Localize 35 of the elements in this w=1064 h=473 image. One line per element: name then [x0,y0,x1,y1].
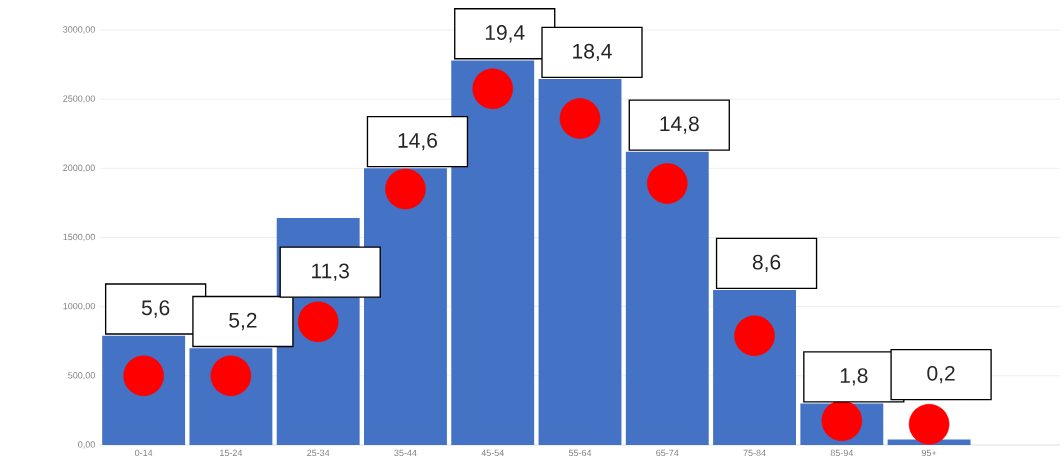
point [647,163,688,204]
y-tick-label: 1000,00 [63,302,95,311]
annotation: 18,4 [573,43,612,62]
x-tick-label: 85-94 [830,449,854,457]
x-tick-label: 15-24 [220,449,243,457]
annotation: 14,6 [398,132,437,151]
point [908,403,950,445]
annotation: 8,6 [752,254,781,273]
point [297,301,339,343]
y-tick-label: 500,00 [68,372,95,380]
annotation: 5,2 [229,312,257,331]
x-tick-label: 95+ [921,449,937,457]
x-tick-label: 45-54 [481,449,504,456]
point [385,168,426,210]
annotation: 5,6 [141,300,170,318]
annotation: 0,2 [927,365,955,384]
y-tick-label: 2500,00 [63,95,95,103]
point [472,68,513,110]
y-tick-label: 2000,00 [63,164,95,173]
x-tick-label: 0-14 [134,449,153,457]
y-tick-label: 3000,00 [63,26,95,34]
y-tick-label: 0,00 [78,441,95,449]
point [734,315,775,356]
annotation: 1,8 [840,368,868,386]
annotation: 19,4 [485,25,525,43]
point [821,400,863,442]
y-tick-label: 1500,00 [63,233,95,242]
annotation: 11,3 [312,263,349,281]
x-tick-label: 65-74 [656,449,679,457]
x-tick-label: 55-64 [568,449,592,457]
x-tick-label: 35-44 [394,449,417,457]
annotation: 14,8 [660,116,699,134]
point [559,98,601,139]
x-tick-label: 25-34 [307,449,330,457]
x-tick-label: 75-84 [743,449,766,457]
